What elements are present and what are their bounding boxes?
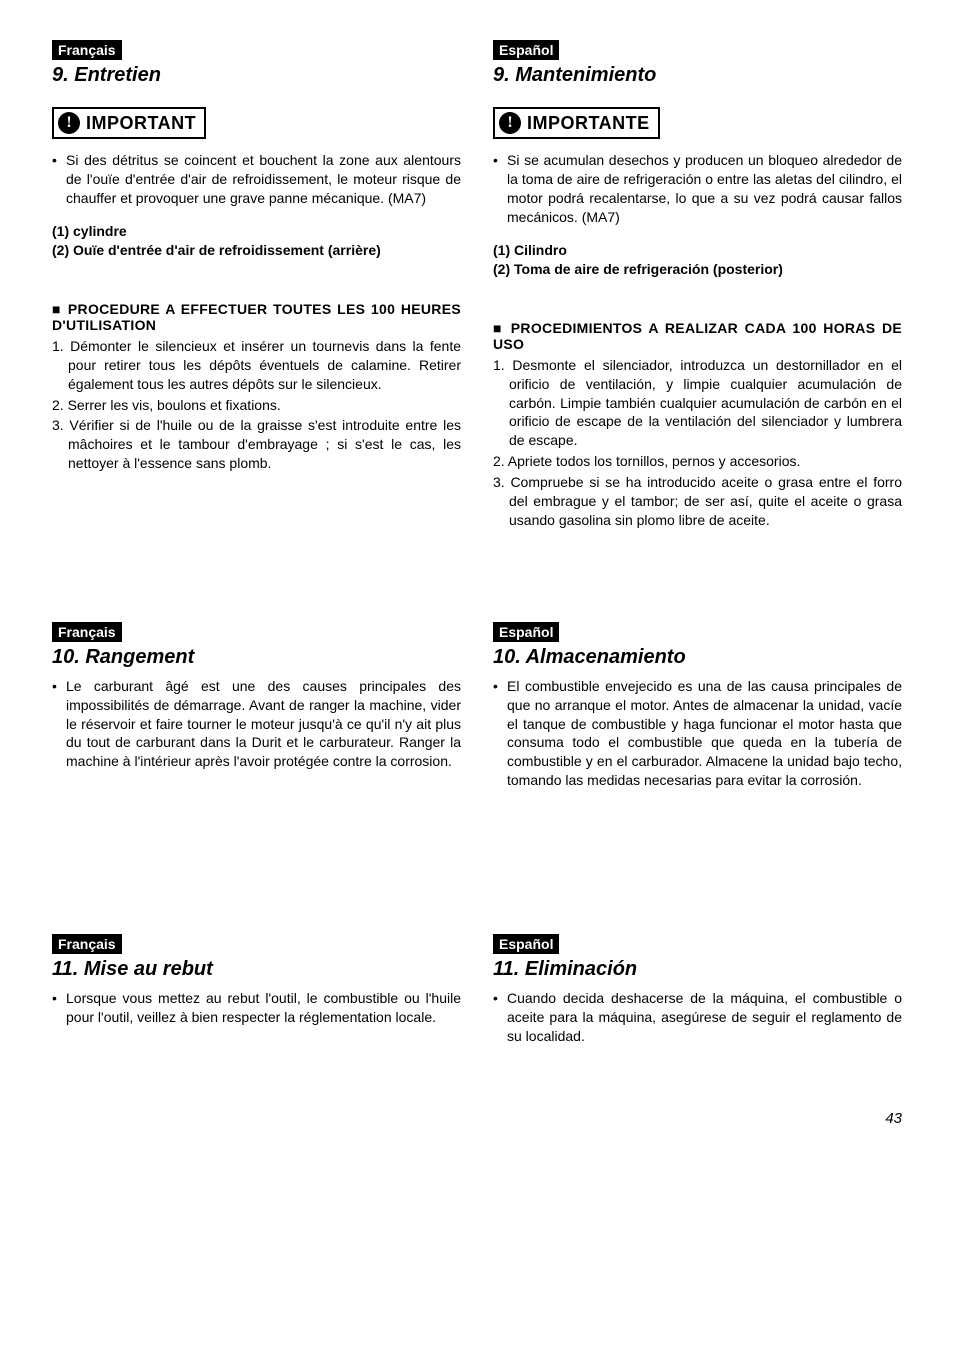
section-9-row: Français 9. Entretien ! IMPORTANT Si des… bbox=[52, 40, 902, 532]
lang-badge-es-10: Español bbox=[493, 622, 559, 642]
procedure-heading-fr: PROCEDURE A EFFECTUER TOUTES LES 100 HEU… bbox=[52, 301, 461, 333]
important-text-es: Si se acumulan desechos y producen un bl… bbox=[493, 151, 902, 227]
section-11-row: Français 11. Mise au rebut Lorsque vous … bbox=[52, 934, 902, 1060]
proc-item-1-es: 1. Desmonte el silenciador, introduzca u… bbox=[493, 356, 902, 450]
lang-badge-es: Español bbox=[493, 40, 559, 60]
def2-es: (2) Toma de aire de refrigeración (poste… bbox=[493, 260, 902, 280]
definitions-fr: (1) cylindre (2) Ouïe d'entrée d'air de … bbox=[52, 222, 461, 261]
lang-badge-fr-10: Français bbox=[52, 622, 122, 642]
section-9-title-fr: 9. Entretien bbox=[52, 64, 461, 87]
def2-fr: (2) Ouïe d'entrée d'air de refroidisseme… bbox=[52, 241, 461, 261]
col-french-11: Français 11. Mise au rebut Lorsque vous … bbox=[52, 934, 461, 1060]
definitions-es: (1) Cilindro (2) Toma de aire de refrige… bbox=[493, 241, 902, 280]
col-spanish: Español 9. Mantenimiento ! IMPORTANTE Si… bbox=[493, 40, 902, 532]
def1-es: (1) Cilindro bbox=[493, 241, 902, 261]
proc-item-2-fr: 2. Serrer les vis, boulons et fixations. bbox=[52, 396, 461, 415]
section-11-title-es: 11. Eliminación bbox=[493, 958, 902, 981]
section-10-row: Français 10. Rangement Le carburant âgé … bbox=[52, 622, 902, 804]
section-11-text-fr: Lorsque vous mettez au rebut l'outil, le… bbox=[52, 989, 461, 1027]
important-box-fr: ! IMPORTANT bbox=[52, 107, 206, 139]
proc-item-1-fr: 1. Démonter le silencieux et insérer un … bbox=[52, 337, 461, 394]
exclamation-icon: ! bbox=[58, 112, 80, 134]
col-french-10: Français 10. Rangement Le carburant âgé … bbox=[52, 622, 461, 804]
proc-item-3-es: 3. Compruebe si se ha introducido aceite… bbox=[493, 473, 902, 530]
section-11-text-es: Cuando decida deshacerse de la máquina, … bbox=[493, 989, 902, 1046]
important-label-es: IMPORTANTE bbox=[527, 113, 650, 134]
lang-badge-fr-11: Français bbox=[52, 934, 122, 954]
def1-fr: (1) cylindre bbox=[52, 222, 461, 242]
section-10-text-fr: Le carburant âgé est une des causes prin… bbox=[52, 677, 461, 771]
procedure-heading-es: PROCEDIMIENTOS A REALIZAR CADA 100 HORAS… bbox=[493, 320, 902, 352]
section-10-title-fr: 10. Rangement bbox=[52, 646, 461, 669]
important-label-fr: IMPORTANT bbox=[86, 113, 196, 134]
exclamation-icon: ! bbox=[499, 112, 521, 134]
col-french: Français 9. Entretien ! IMPORTANT Si des… bbox=[52, 40, 461, 532]
section-10-title-es: 10. Almacenamiento bbox=[493, 646, 902, 669]
proc-item-3-fr: 3. Vérifier si de l'huile ou de la grais… bbox=[52, 416, 461, 473]
lang-badge-fr: Français bbox=[52, 40, 122, 60]
proc-item-2-es: 2. Apriete todos los tornillos, pernos y… bbox=[493, 452, 902, 471]
col-spanish-10: Español 10. Almacenamiento El combustibl… bbox=[493, 622, 902, 804]
important-box-es: ! IMPORTANTE bbox=[493, 107, 660, 139]
important-text-fr: Si des détritus se coincent et bouchent … bbox=[52, 151, 461, 208]
section-9-title-es: 9. Mantenimiento bbox=[493, 64, 902, 87]
section-10-text-es: El combustible envejecido es una de las … bbox=[493, 677, 902, 790]
section-11-title-fr: 11. Mise au rebut bbox=[52, 958, 461, 981]
lang-badge-es-11: Español bbox=[493, 934, 559, 954]
col-spanish-11: Español 11. Eliminación Cuando decida de… bbox=[493, 934, 902, 1060]
page-number: 43 bbox=[52, 1110, 902, 1127]
